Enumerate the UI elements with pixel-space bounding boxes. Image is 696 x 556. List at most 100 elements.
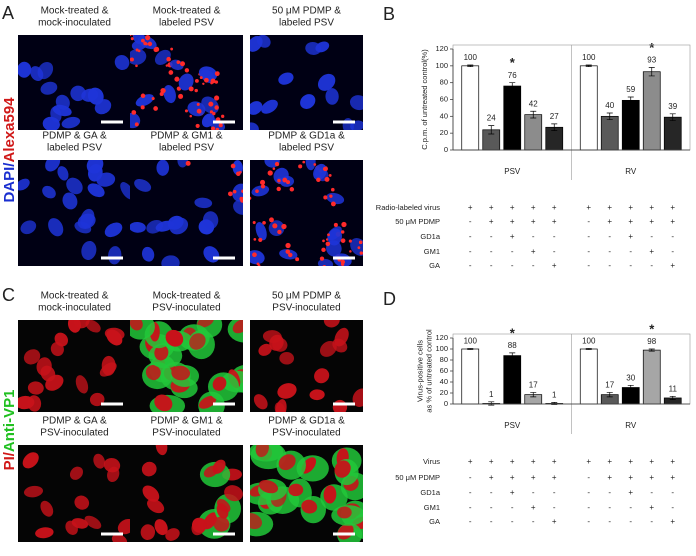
error-bar [530, 110, 537, 119]
treatment-label: GM1 [424, 247, 440, 256]
treatment-sign: - [608, 503, 611, 512]
virus-dot [349, 250, 352, 253]
category-label: PSV [504, 421, 521, 430]
error-bar [627, 384, 634, 391]
treatment-label: Virus [423, 457, 440, 466]
virus-dot [321, 247, 326, 253]
nucleus [142, 485, 160, 502]
nucleus [337, 506, 352, 519]
virus-dot [196, 102, 200, 106]
error-bar [467, 348, 474, 350]
nucleus [104, 222, 123, 238]
nucleus [258, 479, 279, 494]
virus-dot [221, 114, 225, 118]
treatment-sign: - [490, 503, 493, 512]
treatment-sign: - [587, 473, 590, 482]
virus-dot [168, 70, 174, 75]
y-tick-label: 40 [440, 111, 448, 120]
treatment-sign: - [629, 503, 632, 512]
treatment-sign: - [587, 488, 590, 497]
virus-dot [232, 189, 237, 194]
nucleus [349, 95, 363, 111]
nucleus [107, 466, 120, 483]
treatment-sign: - [511, 517, 514, 526]
virus-dot [316, 177, 321, 183]
virus-dot [185, 160, 191, 166]
nucleus [309, 389, 325, 401]
virus-dot [130, 35, 132, 37]
error-bar [606, 392, 613, 398]
virus-dot [322, 264, 327, 266]
value-label: 40 [605, 101, 614, 110]
nucleus [20, 220, 37, 235]
nucleus [147, 498, 165, 514]
treatment-sign: + [510, 217, 515, 226]
significance-marker: * [649, 321, 655, 336]
virus-dot [258, 237, 263, 243]
error-bar [488, 401, 495, 406]
nucleus [81, 88, 99, 102]
y-tick-label: 120 [435, 44, 448, 53]
error-bar [551, 123, 558, 131]
virus-dot [357, 246, 361, 250]
virus-dot [215, 127, 220, 130]
error-bar [509, 82, 516, 90]
error-bar [627, 96, 634, 105]
nucleus [42, 116, 60, 130]
treatment-sign: - [671, 488, 674, 497]
virus-dot [333, 222, 338, 227]
micrograph [130, 154, 249, 266]
treatment-sign: - [587, 503, 590, 512]
error-bar [669, 113, 676, 121]
virus-dot [135, 64, 138, 68]
virus-dot [241, 189, 243, 193]
virus-dot [246, 183, 249, 186]
error-bar [648, 67, 655, 77]
virus-dot [184, 68, 190, 73]
panel-letter: A [2, 3, 14, 23]
nucleus [89, 392, 105, 407]
value-label: 1 [489, 390, 494, 399]
nucleus [325, 88, 339, 105]
virus-dot [153, 106, 158, 111]
virus-dot [218, 123, 223, 128]
image-title: PDMP & GM1 & [150, 131, 222, 142]
nucleus [319, 340, 337, 357]
nucleus [75, 375, 89, 394]
treatment-sign: - [469, 232, 472, 241]
treatment-sign: - [629, 517, 632, 526]
virus-dot [174, 154, 178, 158]
virus-dot [260, 184, 266, 189]
bar [663, 116, 682, 151]
treatment-sign: + [531, 217, 536, 226]
treatment-sign: + [649, 217, 654, 226]
image-title: Mock-treated & [41, 291, 109, 302]
error-bar [585, 348, 592, 350]
virus-dot [212, 111, 216, 116]
treatment-sign: - [608, 261, 611, 270]
treatment-sign: - [553, 503, 556, 512]
treatment-sign: + [531, 503, 536, 512]
virus-dot [262, 220, 266, 225]
micrograph [18, 320, 131, 412]
nucleus [255, 445, 269, 458]
virus-dot [302, 160, 306, 164]
virus-dot [194, 88, 198, 93]
virus-dot [272, 223, 278, 229]
treatment-sign: - [511, 247, 514, 256]
error-bar [530, 392, 537, 398]
nucleus [104, 327, 125, 341]
value-label: 100 [464, 337, 478, 346]
y-tick-label: 20 [440, 128, 448, 137]
treatment-label: 50 μM PDMP [395, 473, 440, 482]
virus-dot [295, 257, 300, 262]
nucleus [288, 483, 304, 497]
image-title: PSV-inoculated [272, 303, 340, 314]
treatment-sign: + [628, 457, 633, 466]
image-title: PDMP & GD1a & [268, 416, 345, 427]
nucleus [256, 35, 271, 48]
virus-dot [159, 91, 164, 97]
nucleus [334, 460, 351, 478]
treatment-sign: - [671, 232, 674, 241]
nucleus [213, 516, 230, 532]
